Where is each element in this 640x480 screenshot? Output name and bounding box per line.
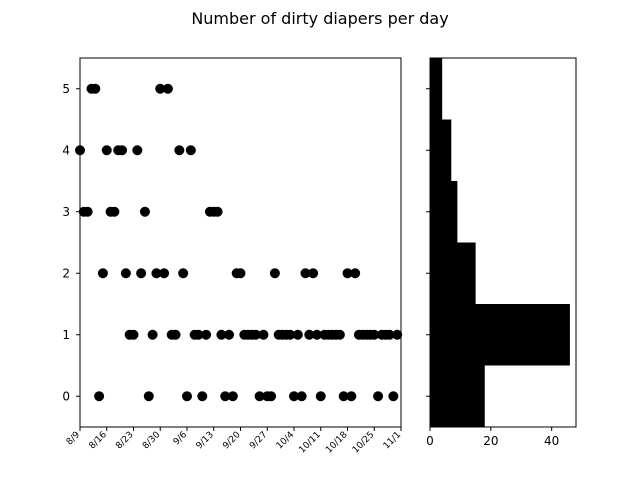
data-point (315, 391, 326, 402)
data-point (342, 268, 353, 279)
data-point (109, 206, 120, 217)
x-tick-label: 40 (544, 434, 559, 448)
x-tick-label: 20 (483, 434, 498, 448)
data-point (289, 391, 299, 402)
histogram-bar (430, 365, 485, 427)
data-point (94, 391, 105, 402)
data-point (182, 391, 192, 402)
data-point (250, 329, 261, 340)
data-point (162, 83, 173, 94)
data-point (216, 329, 227, 340)
x-tick-label: 9/27 (248, 430, 269, 451)
data-point (174, 145, 185, 156)
data-point (170, 329, 181, 340)
data-point (292, 329, 303, 340)
data-point (101, 145, 112, 156)
scatter-frame (79, 57, 402, 428)
histogram-frame (429, 57, 577, 428)
data-point (178, 268, 189, 279)
data-point (311, 329, 322, 340)
data-point (269, 268, 280, 279)
data-point (97, 268, 108, 279)
data-point (384, 329, 395, 340)
data-point (235, 268, 246, 279)
data-point (258, 329, 269, 340)
x-tick-label: 8/30 (141, 430, 163, 452)
data-point (224, 329, 235, 340)
x-tick-label: 10/18 (324, 430, 350, 456)
data-point (373, 391, 384, 402)
scatter-plot: 0 1 2 3 4 5 8/9 8/16 8/23 8/30 9/6 9/13 9/20 9/27 10/4… (62, 57, 403, 456)
y-tick-label: 2 (62, 266, 70, 280)
histogram-bar (430, 58, 443, 120)
data-point (388, 391, 399, 402)
data-point (266, 391, 277, 402)
data-point (90, 83, 101, 94)
x-tick-label: 11/1 (382, 430, 403, 451)
data-point (155, 83, 166, 94)
data-point (350, 268, 361, 279)
data-point (285, 329, 296, 340)
data-point (185, 145, 196, 156)
histogram-bar (430, 181, 458, 243)
data-point (193, 329, 204, 340)
x-tick-label: 8/9 (65, 430, 83, 448)
data-point (392, 329, 403, 340)
data-point (220, 391, 231, 402)
data-point (143, 391, 154, 402)
y-tick-label: 3 (62, 205, 70, 219)
x-tick-label: 10/11 (297, 430, 322, 455)
x-tick-label: 8/23 (114, 430, 135, 451)
x-tick-label: 10/4 (275, 430, 297, 452)
data-point (82, 206, 93, 217)
x-tick-label: 10/25 (351, 430, 376, 455)
data-point (139, 206, 150, 217)
data-point (147, 329, 158, 340)
data-point (296, 391, 307, 402)
data-point (212, 206, 223, 217)
data-point (334, 329, 345, 340)
data-point (346, 391, 357, 402)
histogram-bar (430, 304, 570, 366)
histogram-bar (430, 119, 452, 181)
data-point (136, 268, 147, 279)
data-point (132, 145, 143, 156)
x-tick-label: 8/16 (88, 430, 110, 452)
data-point (120, 268, 131, 279)
data-point (201, 329, 212, 340)
data-point (117, 145, 128, 156)
data-point (254, 391, 265, 402)
y-tick-label: 0 (62, 389, 70, 403)
data-point (227, 391, 238, 402)
y-tick-label: 4 (62, 143, 70, 157)
y-tick-label: 1 (62, 328, 70, 342)
data-point (151, 268, 162, 279)
data-point (300, 268, 311, 279)
chart-title: Number of dirty diapers per day (191, 9, 448, 28)
data-point (369, 329, 380, 340)
data-point (304, 329, 315, 340)
data-point (159, 268, 170, 279)
x-tick-label: 9/6 (172, 430, 190, 448)
x-tick-label: 0 (426, 434, 434, 448)
data-point (308, 268, 319, 279)
x-tick-label: 9/13 (195, 430, 216, 451)
data-point (128, 329, 139, 340)
histogram-plot: 0 20 40 (426, 57, 577, 448)
histogram-bar (430, 242, 476, 304)
data-point (197, 391, 208, 402)
x-tick-label: 9/20 (221, 430, 243, 452)
data-point (338, 391, 349, 402)
y-tick-label: 5 (62, 82, 70, 96)
